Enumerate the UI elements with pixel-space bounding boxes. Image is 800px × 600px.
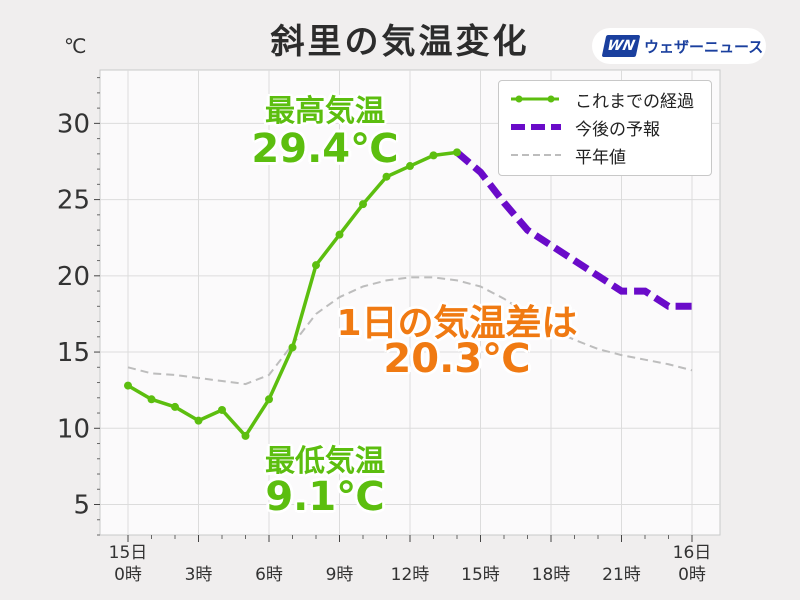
wn-logo-mark: WN xyxy=(601,35,641,57)
wn-logo-text: ウェザーニュース xyxy=(644,37,764,56)
chart-title: 斜里の気温変化 xyxy=(270,22,530,62)
x-tick-label: 0時 xyxy=(114,565,142,585)
min-temp-label: 最低気温 xyxy=(265,444,385,479)
legend-normal-swatch xyxy=(511,154,561,156)
max-temp-value: 29.4℃ xyxy=(251,126,399,172)
legend-item-forecast: 今後の予報 xyxy=(509,115,660,140)
data-point xyxy=(124,381,132,390)
data-point xyxy=(147,395,156,404)
data-point xyxy=(171,402,179,411)
y-tick-label: 25 xyxy=(57,186,90,216)
temp-range-value: 20.3℃ xyxy=(383,336,531,382)
legend-observed-label: これまでの経過 xyxy=(575,91,694,112)
legend-forecast-label: 今後の予報 xyxy=(575,119,660,140)
x-tick-label: 15時 xyxy=(461,565,500,585)
data-point xyxy=(429,151,438,160)
y-tick-label: 10 xyxy=(57,414,90,444)
x-tick-label: 18時 xyxy=(532,565,571,585)
legend-item-observed: これまでの経過 xyxy=(509,87,694,112)
data-point xyxy=(288,343,297,352)
min-temp-value: 9.1℃ xyxy=(265,474,385,520)
x-tick-label: 15日 xyxy=(109,543,148,563)
data-point xyxy=(382,172,391,181)
data-point xyxy=(359,200,367,209)
legend-normal-label: 平年値 xyxy=(575,147,626,168)
weathernews-logo: WN ウェザーニュース xyxy=(592,28,766,64)
x-tick-label: 0時 xyxy=(678,565,706,585)
x-tick-label: 6時 xyxy=(255,565,283,585)
data-point xyxy=(194,416,203,425)
legend-forecast-swatch xyxy=(511,124,561,130)
y-tick-label: 15 xyxy=(57,338,90,368)
x-tick-label: 21時 xyxy=(602,565,641,585)
data-point xyxy=(406,162,414,171)
y-axis: 5 10 15 20 25 30 xyxy=(57,77,100,536)
y-tick-label: 30 xyxy=(57,109,90,139)
data-point xyxy=(241,431,250,440)
x-tick-label: 12時 xyxy=(391,565,430,585)
series-line xyxy=(454,149,692,310)
y-tick-label: 5 xyxy=(73,491,90,521)
x-tick-label: 3時 xyxy=(185,565,213,585)
max-temp-label: 最高気温 xyxy=(265,94,385,129)
legend-observed-swatch xyxy=(511,95,559,103)
data-point xyxy=(453,148,461,157)
data-point xyxy=(218,405,226,414)
y-axis-unit: ℃ xyxy=(64,34,87,58)
chart-legend: これまでの経過 今後の予報 平年値 xyxy=(498,80,712,176)
data-point xyxy=(265,395,273,404)
x-tick-label: 16日 xyxy=(673,543,712,563)
data-point xyxy=(335,230,344,239)
series-line xyxy=(127,276,693,386)
x-tick-label: 9時 xyxy=(326,565,354,585)
y-tick-label: 20 xyxy=(57,262,90,292)
series-lines xyxy=(124,148,693,440)
legend-item-normal: 平年値 xyxy=(509,143,626,168)
temp-range-label: 1日の気温差は xyxy=(336,303,578,344)
data-point xyxy=(312,261,320,270)
